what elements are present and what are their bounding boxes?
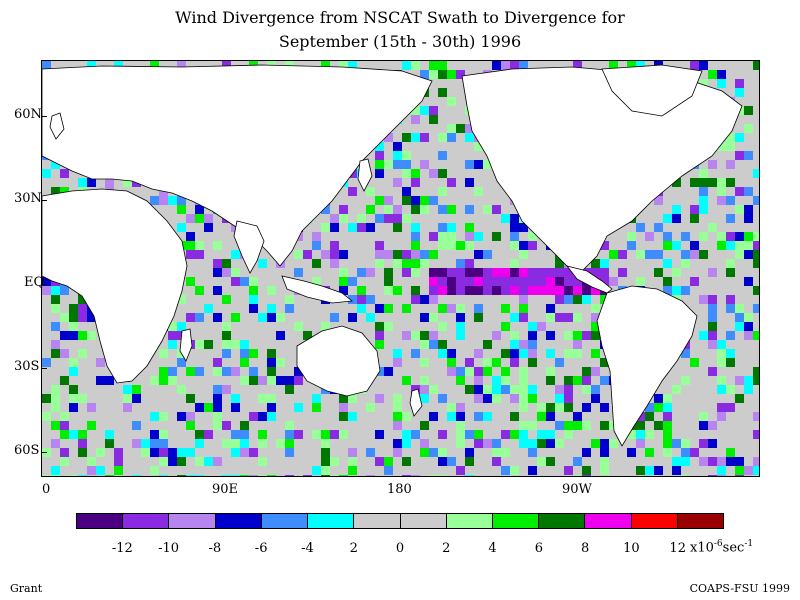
colorbar-label: -8 — [208, 541, 222, 556]
land-eurasia — [42, 64, 433, 267]
tick-60s — [41, 452, 47, 453]
land-india — [233, 220, 265, 274]
divergence-field — [42, 61, 759, 476]
footer-author: Grant — [10, 582, 43, 595]
map-title-line-2: September (15th - 30th) 1996 — [278, 32, 522, 51]
lon-label-0: 0 — [42, 482, 51, 497]
colorbar-label: 0 — [395, 541, 405, 556]
colorbar-segment — [446, 514, 493, 528]
lat-label-60s: 60S — [14, 443, 40, 458]
lon-label-180: 180 — [387, 482, 412, 497]
tick-60n — [41, 116, 47, 117]
land-africa — [42, 188, 188, 384]
colorbar-segment — [492, 514, 540, 528]
land-new-zealand — [409, 388, 423, 417]
lon-label-90w: 90W — [562, 482, 592, 497]
colorbar-segment — [631, 514, 678, 528]
footer-credit: COAPS-FSU 1999 — [689, 582, 790, 595]
land-australia — [296, 325, 381, 397]
land-madagascar — [179, 328, 193, 362]
colorbar-segment — [585, 514, 632, 528]
land-greenland — [601, 64, 703, 117]
colorbar-label: -10 — [158, 541, 180, 556]
divergence-map — [41, 60, 760, 477]
colorbar-segment — [77, 514, 124, 528]
land-uk — [49, 112, 65, 140]
colorbar-label: 4 — [488, 541, 497, 556]
colorbar-segment — [215, 514, 262, 528]
colorbar-label: -6 — [254, 541, 268, 556]
colorbar-label: 12 — [669, 541, 686, 556]
colorbar-label: -12 — [111, 541, 133, 556]
colorbar-segment — [539, 514, 586, 528]
land-indonesia — [281, 275, 354, 304]
tick-eq — [41, 284, 47, 285]
land-south-america — [596, 285, 698, 447]
land-central-america — [565, 265, 613, 294]
colorbar-segment — [308, 514, 355, 528]
land-japan — [357, 158, 373, 192]
lat-label-30s: 30S — [14, 359, 40, 374]
colorbar-segment — [400, 514, 447, 528]
colorbar-label: 8 — [581, 541, 590, 556]
colorbar-segment — [677, 514, 724, 528]
colorbar-segment — [169, 514, 216, 528]
map-title-line-1: Wind Divergence from NSCAT Swath to Dive… — [175, 8, 625, 27]
lon-label-90e: 90E — [212, 482, 239, 497]
colorbar-label: 2 — [349, 541, 358, 556]
colorbar-label: 6 — [534, 541, 543, 556]
lat-label-eq: EQ — [24, 275, 45, 290]
colorbar — [76, 513, 724, 529]
colorbar-units: x10-6sec-1 — [690, 539, 754, 556]
tick-30s — [41, 368, 47, 369]
colorbar-segment — [261, 514, 309, 528]
lat-label-30n: 30N — [14, 191, 42, 206]
colorbar-label: 10 — [623, 541, 640, 556]
colorbar-segment — [123, 514, 170, 528]
lat-label-60n: 60N — [14, 107, 42, 122]
colorbar-segment — [354, 514, 401, 528]
colorbar-label: 2 — [442, 541, 451, 556]
colorbar-label: -4 — [301, 541, 314, 556]
tick-30n — [41, 200, 47, 201]
